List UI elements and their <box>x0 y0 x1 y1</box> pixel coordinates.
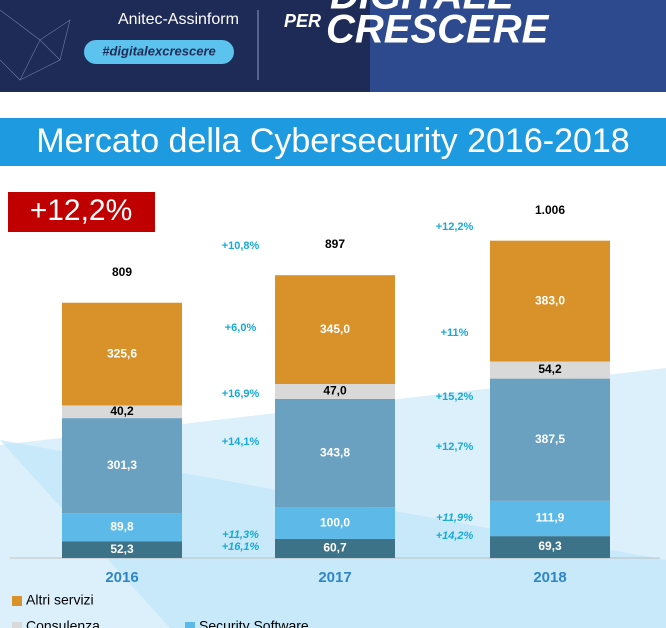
value-label: 111,9 <box>536 511 565 525</box>
value-label: 387,5 <box>535 432 565 446</box>
total-growth-label: +12,2% <box>436 221 474 233</box>
bar-segment <box>275 275 395 385</box>
value-label: 343,8 <box>320 445 350 459</box>
banner-panel <box>370 0 666 92</box>
value-label: 60,7 <box>323 541 347 555</box>
bar-segment <box>490 536 610 558</box>
legend-swatch <box>185 622 195 628</box>
value-label: 40,2 <box>110 404 134 418</box>
x-tick-label: 2018 <box>533 569 566 586</box>
value-label: 52,3 <box>110 542 134 556</box>
banner-line2: PER <box>284 11 321 31</box>
hashtag-pill <box>84 40 234 64</box>
bar-segment <box>490 378 610 501</box>
growth-label: +12,7% <box>436 441 474 453</box>
x-tick-label: 2016 <box>105 569 138 586</box>
value-label: 89,8 <box>110 520 134 534</box>
value-label: 100,0 <box>320 515 350 529</box>
value-label: 383,0 <box>535 293 565 307</box>
legend-label: Security Software <box>199 618 309 628</box>
value-label: 301,3 <box>107 458 137 472</box>
bar-segment <box>62 418 182 514</box>
legend-swatch <box>12 596 22 606</box>
growth-label: +15,2% <box>436 391 474 403</box>
x-tick-label: 2017 <box>318 569 351 586</box>
bar-segment <box>62 541 182 558</box>
network-pattern <box>0 9 71 81</box>
growth-label: +14,1% <box>222 436 260 448</box>
banner-line3: CRESCERE <box>326 8 550 52</box>
legend-label: Altri servizi <box>26 592 94 608</box>
bar-segment <box>275 538 395 558</box>
hashtag: #digitalexcrescere <box>102 43 215 58</box>
bar-segment <box>490 240 610 362</box>
chart-title: Mercato della Cybersecurity 2016-2018 <box>36 122 629 160</box>
bar-segment <box>275 384 395 399</box>
title-bar <box>0 118 666 166</box>
total-label: 809 <box>112 265 132 279</box>
bar-segment <box>275 398 395 508</box>
banner-line1: DIGITALE <box>330 0 515 18</box>
growth-label: +6,0% <box>225 322 257 334</box>
bar-segment <box>490 361 610 379</box>
growth-label: +11,3% <box>222 529 259 541</box>
growth-label: +14,2% <box>436 530 474 542</box>
total-growth-label: +10,8% <box>222 240 260 252</box>
value-label: 47,0 <box>323 384 347 398</box>
bar-segment <box>490 500 610 537</box>
value-label: 325,6 <box>107 346 137 360</box>
growth-label: +16,9% <box>222 388 260 400</box>
total-label: 897 <box>325 237 345 251</box>
legend-swatch <box>12 622 22 628</box>
legend-label: Consulenza <box>26 618 100 628</box>
growth-label: +11% <box>441 327 469 339</box>
badge <box>8 192 155 232</box>
org-name: Anitec-Assinform <box>118 11 239 28</box>
value-label: 345,0 <box>320 322 350 336</box>
growth-label: +11,9% <box>436 512 473 524</box>
bar-segment <box>62 405 182 419</box>
bar-segment <box>275 507 395 539</box>
bar-segment <box>62 302 182 406</box>
growth-label: +16,1% <box>222 541 260 553</box>
bar-segment <box>62 513 182 542</box>
value-label: 69,3 <box>538 539 562 553</box>
badge-text: +12,2% <box>30 194 133 227</box>
total-label: 1.006 <box>535 203 565 217</box>
value-label: 54,2 <box>538 362 562 376</box>
